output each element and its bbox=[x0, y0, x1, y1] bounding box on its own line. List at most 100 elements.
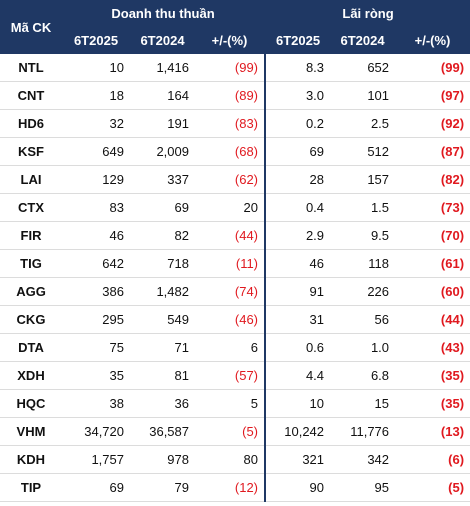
stock-code: TIG bbox=[0, 249, 62, 278]
value-cell: 34,720 bbox=[62, 417, 130, 446]
table-row: FIR 46 82 (44) 2.9 9.5 (70) bbox=[0, 221, 470, 250]
value-cell: 95 bbox=[330, 473, 396, 502]
value-cell: (35) bbox=[395, 389, 470, 418]
table-row: CTX 83 69 20 0.4 1.5 (73) bbox=[0, 193, 470, 222]
stock-code: AGG bbox=[0, 277, 62, 306]
value-cell: (11) bbox=[195, 249, 267, 278]
value-cell: (13) bbox=[395, 417, 470, 446]
value-cell: (57) bbox=[195, 361, 267, 390]
table-row: VHM 34,720 36,587 (5) 10,242 11,776 (13) bbox=[0, 417, 470, 446]
stock-code: NTL bbox=[0, 54, 62, 82]
value-cell: (46) bbox=[195, 305, 267, 334]
value-cell: 118 bbox=[330, 249, 396, 278]
stock-code: DTA bbox=[0, 333, 62, 362]
value-cell: 79 bbox=[130, 473, 195, 502]
value-cell: 1,482 bbox=[130, 277, 195, 306]
value-cell: 3.0 bbox=[265, 81, 331, 110]
stock-code: HQC bbox=[0, 389, 62, 418]
value-cell: 2.9 bbox=[265, 221, 331, 250]
column-header: 6T2025 bbox=[265, 27, 331, 54]
value-cell: (44) bbox=[195, 221, 267, 250]
value-cell: (70) bbox=[395, 221, 470, 250]
value-cell: 1,416 bbox=[130, 54, 195, 82]
value-cell: 1,757 bbox=[62, 445, 130, 474]
value-cell: 549 bbox=[130, 305, 195, 334]
value-cell: (5) bbox=[195, 417, 267, 446]
table-row: DTA 75 71 6 0.6 1.0 (43) bbox=[0, 333, 470, 362]
value-cell: 2,009 bbox=[130, 137, 195, 166]
column-header: +/-(%) bbox=[195, 27, 267, 54]
value-cell: (73) bbox=[395, 193, 470, 222]
group-header: Lãi ròng bbox=[265, 0, 470, 27]
header-row: 6T2025 6T2024 +/-(%) 6T2025 6T2024 +/-(%) bbox=[0, 27, 470, 54]
value-cell: 36,587 bbox=[130, 417, 195, 446]
value-cell: 35 bbox=[62, 361, 130, 390]
value-cell: 32 bbox=[62, 109, 130, 138]
value-cell: 82 bbox=[130, 221, 195, 250]
value-cell: 101 bbox=[330, 81, 396, 110]
value-cell: (99) bbox=[395, 54, 470, 82]
value-cell: 342 bbox=[330, 445, 396, 474]
value-cell: (97) bbox=[395, 81, 470, 110]
value-cell: 191 bbox=[130, 109, 195, 138]
table-body: NTL 10 1,416 (99) 8.3 652 (99) CNT 18 164 (89) 3.0 1… bbox=[0, 54, 470, 502]
value-cell: 5 bbox=[195, 389, 267, 418]
stock-code: VHM bbox=[0, 417, 62, 446]
value-cell: (43) bbox=[395, 333, 470, 362]
value-cell: 20 bbox=[195, 193, 267, 222]
table-row: CKG 295 549 (46) 31 56 (44) bbox=[0, 305, 470, 334]
column-header: 6T2024 bbox=[330, 27, 396, 54]
value-cell: 4.4 bbox=[265, 361, 331, 390]
value-cell: 226 bbox=[330, 277, 396, 306]
stock-code: FIR bbox=[0, 221, 62, 250]
value-cell: 0.4 bbox=[265, 193, 331, 222]
value-cell: 295 bbox=[62, 305, 130, 334]
value-cell: (12) bbox=[195, 473, 267, 502]
table-row: KSF 649 2,009 (68) 69 512 (87) bbox=[0, 137, 470, 166]
stock-code: CNT bbox=[0, 81, 62, 110]
table-row: CNT 18 164 (89) 3.0 101 (97) bbox=[0, 81, 470, 110]
value-cell: (5) bbox=[395, 473, 470, 502]
stock-code: KDH bbox=[0, 445, 62, 474]
value-cell: (82) bbox=[395, 165, 470, 194]
table-row: HD6 32 191 (83) 0.2 2.5 (92) bbox=[0, 109, 470, 138]
table-row: KDH 1,757 978 80 321 342 (6) bbox=[0, 445, 470, 474]
value-cell: 36 bbox=[130, 389, 195, 418]
value-cell: 56 bbox=[330, 305, 396, 334]
value-cell: (44) bbox=[395, 305, 470, 334]
table-row: LAI 129 337 (62) 28 157 (82) bbox=[0, 165, 470, 194]
value-cell: 10 bbox=[265, 389, 331, 418]
value-cell: 642 bbox=[62, 249, 130, 278]
value-cell: 157 bbox=[330, 165, 396, 194]
value-cell: 0.2 bbox=[265, 109, 331, 138]
value-cell: 31 bbox=[265, 305, 331, 334]
value-cell: 2.5 bbox=[330, 109, 396, 138]
value-cell: 18 bbox=[62, 81, 130, 110]
value-cell: (89) bbox=[195, 81, 267, 110]
value-cell: 69 bbox=[130, 193, 195, 222]
value-cell: 6 bbox=[195, 333, 267, 362]
table-row: TIG 642 718 (11) 46 118 (61) bbox=[0, 249, 470, 278]
value-cell: (35) bbox=[395, 361, 470, 390]
table-row: HQC 38 36 5 10 15 (35) bbox=[0, 389, 470, 418]
group-header: Doanh thu thuần bbox=[62, 0, 267, 27]
table-row: AGG 386 1,482 (74) 91 226 (60) bbox=[0, 277, 470, 306]
header-cell: Mã CK bbox=[0, 0, 62, 54]
table-header: Mã CK Doanh thu thuần Lãi ròng 6T2025 6T2… bbox=[0, 0, 470, 54]
value-cell: 15 bbox=[330, 389, 396, 418]
stock-code: CKG bbox=[0, 305, 62, 334]
value-cell: 46 bbox=[265, 249, 331, 278]
value-cell: (62) bbox=[195, 165, 267, 194]
value-cell: (99) bbox=[195, 54, 267, 82]
stock-code: XDH bbox=[0, 361, 62, 390]
value-cell: 38 bbox=[62, 389, 130, 418]
column-header: 6T2024 bbox=[130, 27, 195, 54]
value-cell: 1.0 bbox=[330, 333, 396, 362]
value-cell: 10 bbox=[62, 54, 130, 82]
value-cell: 386 bbox=[62, 277, 130, 306]
stock-code: LAI bbox=[0, 165, 62, 194]
value-cell: 69 bbox=[265, 137, 331, 166]
value-cell: 0.6 bbox=[265, 333, 331, 362]
